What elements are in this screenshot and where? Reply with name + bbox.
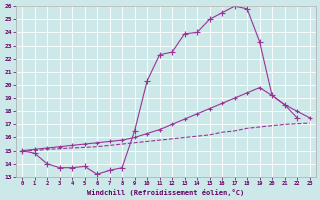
X-axis label: Windchill (Refroidissement éolien,°C): Windchill (Refroidissement éolien,°C): [87, 189, 244, 196]
